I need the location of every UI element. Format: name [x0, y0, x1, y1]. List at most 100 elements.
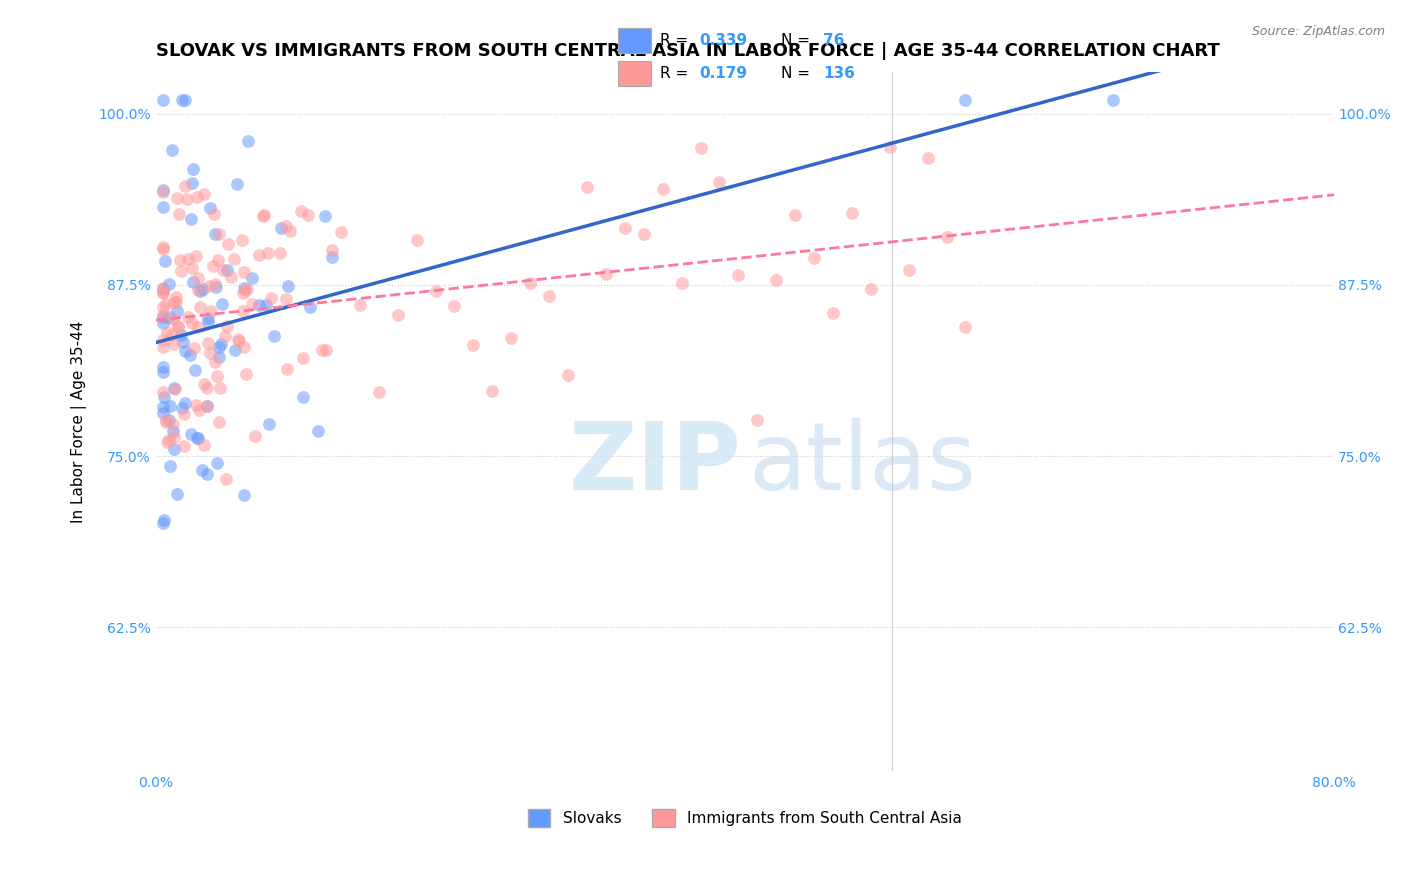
Point: [162, 312, 184, 326]
Point: [765, 273, 787, 287]
Point: [187, 320, 209, 334]
Point: [709, 175, 731, 189]
Point: [152, 282, 174, 296]
Point: [163, 294, 186, 309]
Point: [186, 190, 208, 204]
Point: [173, 439, 195, 453]
Point: [152, 281, 174, 295]
Point: [651, 182, 673, 196]
Point: [200, 303, 222, 318]
Point: [198, 201, 221, 215]
Point: [233, 281, 256, 295]
Point: [193, 377, 215, 392]
Point: [155, 415, 177, 429]
Point: [727, 268, 749, 282]
Point: [183, 342, 205, 356]
Point: [225, 178, 247, 192]
Point: [240, 297, 263, 311]
Point: [181, 261, 204, 276]
Point: [290, 203, 312, 218]
Point: [166, 487, 188, 501]
Point: [557, 368, 579, 382]
Point: [159, 459, 181, 474]
Point: [276, 362, 298, 376]
Point: [152, 310, 174, 324]
Point: [233, 265, 256, 279]
Point: [157, 277, 180, 292]
Point: [207, 253, 229, 268]
Point: [152, 316, 174, 330]
Point: [387, 308, 409, 322]
Point: [538, 288, 561, 302]
Point: [501, 331, 523, 345]
Point: [152, 516, 174, 530]
Point: [270, 220, 292, 235]
Point: [177, 252, 200, 266]
Point: [785, 208, 807, 222]
Point: [152, 93, 174, 107]
Point: [1101, 93, 1123, 107]
Point: [166, 191, 188, 205]
Point: [232, 488, 254, 502]
Point: [180, 211, 202, 226]
Point: [183, 363, 205, 377]
Point: [152, 406, 174, 420]
Point: [191, 282, 214, 296]
Point: [955, 320, 977, 334]
Point: [152, 308, 174, 322]
Point: [187, 431, 209, 445]
Point: [156, 435, 179, 450]
Y-axis label: In Labor Force | Age 35-44: In Labor Force | Age 35-44: [72, 321, 87, 523]
Point: [166, 304, 188, 318]
Point: [228, 334, 250, 349]
Point: [217, 237, 239, 252]
Point: [311, 343, 333, 357]
Point: [204, 227, 226, 241]
Point: [613, 220, 636, 235]
Point: [155, 254, 177, 268]
Point: [276, 293, 298, 307]
Point: [170, 328, 193, 343]
Point: [329, 225, 352, 239]
Point: [245, 429, 267, 443]
Text: R =: R =: [659, 33, 693, 48]
Point: [897, 263, 920, 277]
Point: [167, 319, 190, 334]
Point: [193, 186, 215, 201]
Point: [425, 285, 447, 299]
Point: [292, 390, 315, 404]
Point: [208, 227, 231, 241]
Point: [163, 430, 186, 444]
Point: [172, 93, 194, 107]
Point: [292, 351, 315, 366]
Point: [193, 438, 215, 452]
Point: [208, 415, 231, 429]
Point: [314, 209, 336, 223]
Point: [179, 348, 201, 362]
Point: [187, 283, 209, 297]
Point: [233, 283, 256, 297]
Point: [152, 385, 174, 400]
Point: [201, 260, 224, 274]
Point: [257, 417, 280, 431]
Point: [297, 208, 319, 222]
Point: [163, 382, 186, 396]
Point: [204, 277, 226, 291]
Point: [955, 93, 977, 107]
Text: 0.179: 0.179: [699, 66, 747, 81]
Point: [935, 229, 957, 244]
Point: [463, 338, 485, 352]
Point: [321, 250, 343, 264]
Point: [187, 271, 209, 285]
Point: [197, 279, 219, 293]
Point: [152, 401, 174, 415]
Point: [181, 276, 204, 290]
Point: [197, 335, 219, 350]
Text: ZIP: ZIP: [568, 417, 741, 510]
Point: [252, 208, 274, 222]
Point: [277, 279, 299, 293]
Point: [256, 246, 278, 260]
Text: 76: 76: [824, 33, 845, 48]
Point: [152, 200, 174, 214]
Point: [160, 143, 183, 157]
